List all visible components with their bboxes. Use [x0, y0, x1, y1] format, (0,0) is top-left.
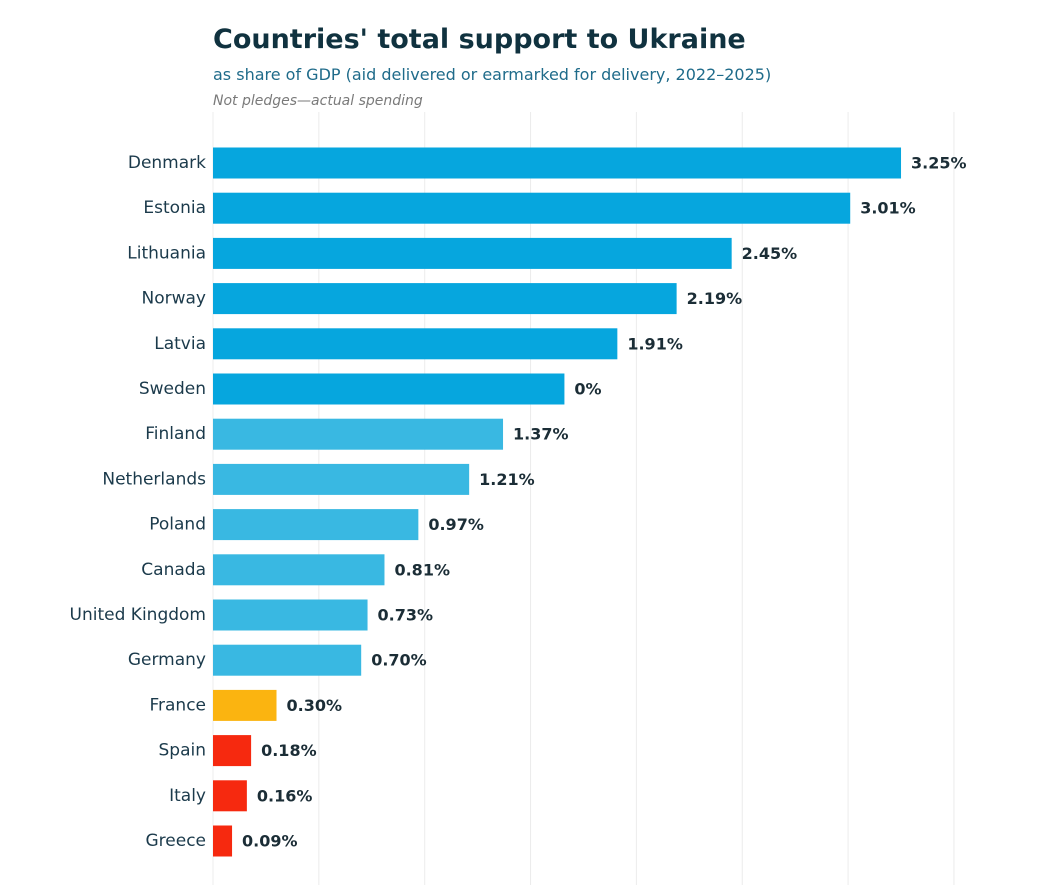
bar-greece: [213, 825, 233, 857]
bar-lithuania: [213, 237, 732, 269]
value-label-denmark: 3.25%: [911, 154, 967, 173]
value-label-greece: 0.09%: [242, 832, 298, 851]
category-label-germany: Germany: [128, 650, 206, 670]
category-label-united-kingdom: United Kingdom: [70, 605, 206, 625]
category-label-norway: Norway: [142, 289, 207, 309]
bar-poland: [213, 509, 419, 541]
bar-united-kingdom: [213, 599, 368, 631]
bar-denmark: [213, 147, 902, 179]
category-label-sweden: Sweden: [139, 379, 206, 399]
value-label-united-kingdom: 0.73%: [378, 606, 434, 625]
category-label-lithuania: Lithuania: [127, 243, 206, 263]
category-label-denmark: Denmark: [128, 153, 206, 173]
category-label-latvia: Latvia: [154, 334, 206, 354]
bar-netherlands: [213, 463, 470, 495]
category-label-italy: Italy: [169, 786, 206, 806]
chart-title: Countries' total support to Ukraine: [213, 24, 746, 55]
category-label-spain: Spain: [159, 741, 207, 761]
grid-lines: [212, 112, 955, 885]
value-label-latvia: 1.91%: [627, 334, 683, 353]
value-label-france: 0.30%: [287, 696, 343, 715]
value-label-sweden: 0%: [574, 380, 601, 399]
category-label-france: France: [149, 695, 206, 715]
bar-sweden: [213, 373, 565, 405]
category-label-estonia: Estonia: [143, 198, 206, 218]
value-label-italy: 0.16%: [257, 786, 313, 805]
value-label-finland: 1.37%: [513, 425, 569, 444]
bar-france: [213, 689, 277, 721]
category-label-poland: Poland: [149, 515, 206, 535]
chart-note: Not pledges—actual spending: [213, 93, 423, 109]
bar-latvia: [213, 328, 618, 360]
value-label-canada: 0.81%: [394, 560, 450, 579]
category-label-netherlands: Netherlands: [102, 469, 206, 489]
bar-finland: [213, 418, 504, 450]
category-label-greece: Greece: [145, 831, 206, 851]
bar-germany: [213, 644, 362, 676]
value-label-estonia: 3.01%: [860, 199, 916, 218]
value-label-germany: 0.70%: [371, 651, 427, 670]
value-label-poland: 0.97%: [428, 515, 484, 534]
bar-estonia: [213, 192, 851, 224]
value-label-netherlands: 1.21%: [479, 470, 535, 489]
chart-header: Countries' total support to Ukraine as s…: [213, 22, 1033, 110]
labels: Denmark 3.25% Estonia 3.01% Lithuania 2.45% No…: [70, 153, 967, 851]
bar-canada: [213, 554, 385, 586]
category-label-finland: Finland: [145, 424, 206, 444]
bars: [213, 147, 902, 857]
value-label-lithuania: 2.45%: [742, 244, 798, 263]
category-label-canada: Canada: [141, 560, 206, 580]
bar-spain: [213, 735, 252, 767]
chart-subtitle: as share of GDP (aid delivered or earmar…: [213, 65, 772, 84]
bar-norway: [213, 283, 677, 315]
value-label-norway: 2.19%: [687, 289, 743, 308]
bar-italy: [213, 780, 247, 812]
value-label-spain: 0.18%: [261, 741, 317, 760]
